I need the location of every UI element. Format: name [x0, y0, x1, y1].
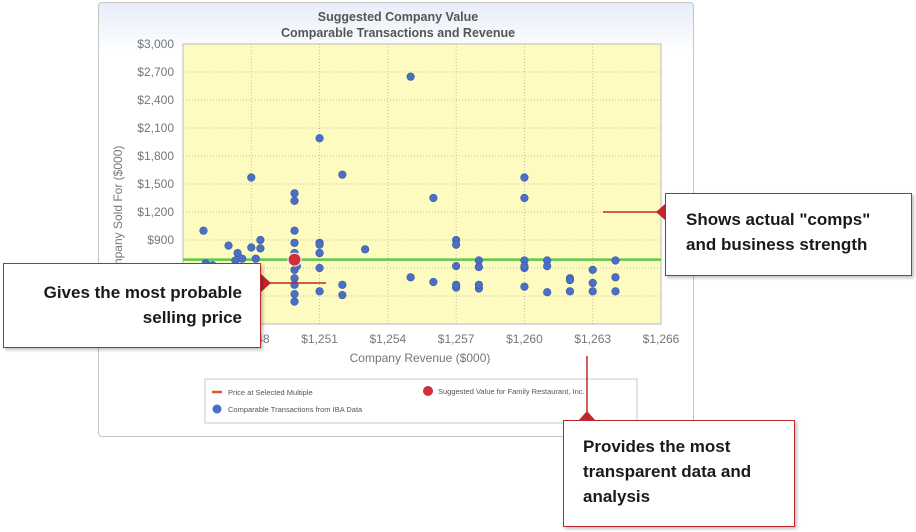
data-point — [238, 254, 247, 263]
legend: Price at Selected Multiple Suggested Val… — [204, 378, 638, 424]
data-point — [588, 265, 597, 274]
data-point — [452, 240, 461, 249]
x-tick-labels: $1,248$1,251$1,254$1,257$1,260$1,263$1,2… — [233, 332, 680, 346]
y-tick-label: $1,800 — [137, 149, 174, 163]
data-point — [290, 196, 299, 205]
legend-label-line: Price at Selected Multiple — [228, 388, 313, 397]
callout-price-line-1: Gives the most probable — [43, 283, 242, 302]
y-tick-label: $2,100 — [137, 121, 174, 135]
data-point — [520, 262, 529, 271]
y-tick-label: $3,000 — [137, 37, 174, 51]
data-point — [452, 262, 461, 271]
suggested-value-point — [287, 252, 302, 267]
x-tick-label: $1,251 — [301, 332, 338, 346]
data-point — [290, 238, 299, 247]
data-point — [315, 263, 324, 273]
data-point — [290, 290, 299, 299]
data-point — [520, 173, 529, 182]
callout-comps-line-2: and business strength — [686, 235, 868, 254]
data-point — [452, 280, 461, 289]
callout-transparent: Provides the most transparent data and a… — [563, 420, 795, 527]
data-point — [199, 226, 208, 235]
y-tick-labels: $3,000 $2,700 $2,400 $2,100 $1,800 $1,500 $1,2… — [137, 37, 174, 331]
data-point — [290, 189, 299, 198]
data-point — [315, 134, 324, 143]
callout-price: Gives the most probable selling price — [3, 263, 261, 348]
y-tick-label: $1,200 — [137, 205, 174, 219]
data-point — [611, 273, 620, 282]
data-point — [247, 173, 256, 182]
data-point — [233, 248, 242, 258]
x-tick-label: $1,266 — [643, 332, 680, 346]
connector-comps-arrow — [656, 204, 665, 220]
connector-transparent-arrow — [579, 411, 595, 420]
x-tick-label: $1,257 — [438, 332, 475, 346]
data-point — [315, 248, 324, 258]
data-point — [224, 241, 233, 250]
data-point — [406, 72, 415, 81]
data-point — [611, 287, 620, 296]
legend-label-suggested: Suggested Value for Family Restaurant, I… — [438, 387, 585, 396]
x-axis-label: Company Revenue ($000) — [350, 351, 491, 365]
data-point — [429, 193, 438, 203]
data-point — [565, 276, 575, 285]
data-point — [251, 254, 260, 263]
chart-title: Suggested Company Value — [318, 10, 479, 24]
data-point — [611, 256, 620, 265]
callout-price-line-2: selling price — [142, 308, 242, 327]
y-tick-label: $2,400 — [137, 93, 174, 107]
x-tick-label: $1,260 — [506, 332, 543, 346]
data-point — [256, 244, 265, 253]
callout-transparent-line-3: analysis — [583, 487, 651, 506]
data-point — [565, 287, 575, 296]
data-point — [406, 273, 415, 282]
data-point — [338, 290, 347, 300]
data-point — [520, 282, 529, 291]
data-point — [290, 297, 299, 306]
y-tick-label: $1,500 — [137, 177, 174, 191]
data-point — [315, 287, 324, 296]
data-point — [588, 287, 597, 296]
callout-transparent-line-2: transparent data and — [583, 462, 752, 481]
data-point — [588, 278, 597, 288]
y-tick-label: $900 — [147, 233, 174, 247]
callout-comps: Shows actual "comps" and business streng… — [665, 193, 912, 276]
legend-point-marker — [212, 404, 222, 414]
legend-label-points: Comparable Transactions from IBA Data — [228, 405, 363, 414]
connector-price-arrow — [261, 274, 271, 292]
legend-box — [204, 378, 638, 424]
callout-comps-line-1: Shows actual "comps" — [686, 210, 871, 229]
data-point — [360, 245, 370, 254]
data-point — [543, 288, 552, 297]
data-point — [256, 235, 265, 245]
data-point — [520, 193, 529, 203]
data-point — [543, 262, 552, 271]
data-point — [429, 277, 438, 287]
y-tick-label: $2,700 — [137, 65, 174, 79]
x-tick-label: $1,263 — [574, 332, 611, 346]
callout-connectors — [260, 204, 665, 420]
data-point — [338, 280, 347, 289]
data-point — [315, 240, 324, 249]
data-point — [290, 226, 299, 235]
data-point — [247, 243, 256, 252]
callout-transparent-line-1: Provides the most — [583, 437, 731, 456]
chart-subtitle: Comparable Transactions and Revenue — [281, 26, 515, 40]
data-point — [474, 280, 484, 289]
data-point — [338, 170, 347, 179]
data-point — [290, 280, 299, 289]
legend-suggested-marker — [423, 386, 433, 396]
data-point — [474, 262, 484, 272]
x-tick-label: $1,254 — [370, 332, 407, 346]
